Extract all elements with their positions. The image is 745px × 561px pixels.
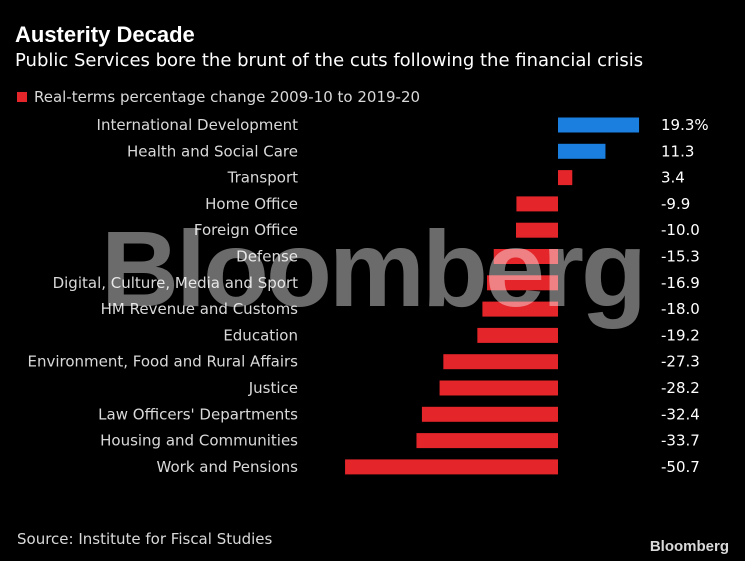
category-label: Environment, Food and Rural Affairs (27, 353, 298, 371)
value-label: -33.7 (661, 432, 700, 450)
bar[interactable] (421, 406, 558, 422)
bar[interactable] (558, 117, 640, 133)
value-label: -18.0 (661, 300, 700, 318)
bar[interactable] (482, 301, 558, 317)
category-label: Justice (248, 379, 298, 397)
source-note: Source: Institute for Fiscal Studies (17, 530, 273, 548)
category-label: Law Officers' Departments (98, 405, 298, 423)
value-label: 19.3% (661, 116, 709, 134)
category-label: HM Revenue and Customs (101, 300, 299, 318)
category-label: Transport (227, 169, 299, 187)
category-label: Work and Pensions (157, 458, 299, 476)
category-label: Housing and Communities (100, 432, 298, 450)
bar[interactable] (493, 249, 558, 264)
value-label: -9.9 (661, 195, 690, 213)
category-label: International Development (97, 116, 299, 134)
chart-title: Austerity Decade (15, 22, 195, 47)
bar[interactable] (487, 275, 558, 291)
category-label: Health and Social Care (127, 142, 298, 160)
value-label: 11.3 (661, 142, 694, 160)
bar[interactable] (443, 354, 558, 370)
bar[interactable] (345, 459, 558, 475)
chart-subtitle: Public Services bore the brunt of the cu… (15, 50, 644, 71)
bar[interactable] (516, 196, 558, 212)
category-label: Digital, Culture, Media and Sport (53, 274, 299, 292)
bar[interactable] (416, 433, 558, 449)
value-label: -50.7 (661, 458, 700, 476)
legend-swatch (17, 92, 27, 102)
bar[interactable] (558, 170, 573, 186)
chart-legend: Real-terms percentage change 2009-10 to … (17, 88, 420, 106)
bar[interactable] (439, 380, 558, 396)
value-label: 3.4 (661, 169, 685, 187)
value-label: -16.9 (661, 274, 700, 292)
bar[interactable] (516, 222, 558, 238)
bloomberg-logo[interactable]: Bloomberg (649, 538, 729, 555)
category-label: Foreign Office (194, 221, 298, 239)
value-label: -19.2 (661, 326, 700, 344)
bar[interactable] (477, 327, 558, 343)
category-label: Education (223, 326, 298, 344)
category-label: Home Office (205, 195, 298, 213)
value-label: -32.4 (661, 405, 700, 423)
value-label: -10.0 (661, 221, 700, 239)
value-label: -27.3 (661, 353, 700, 371)
category-label: Defense (236, 248, 298, 266)
legend-label: Real-terms percentage change 2009-10 to … (34, 88, 421, 106)
value-label: -15.3 (661, 248, 700, 266)
bar[interactable] (558, 143, 606, 159)
value-label: -28.2 (661, 379, 700, 397)
